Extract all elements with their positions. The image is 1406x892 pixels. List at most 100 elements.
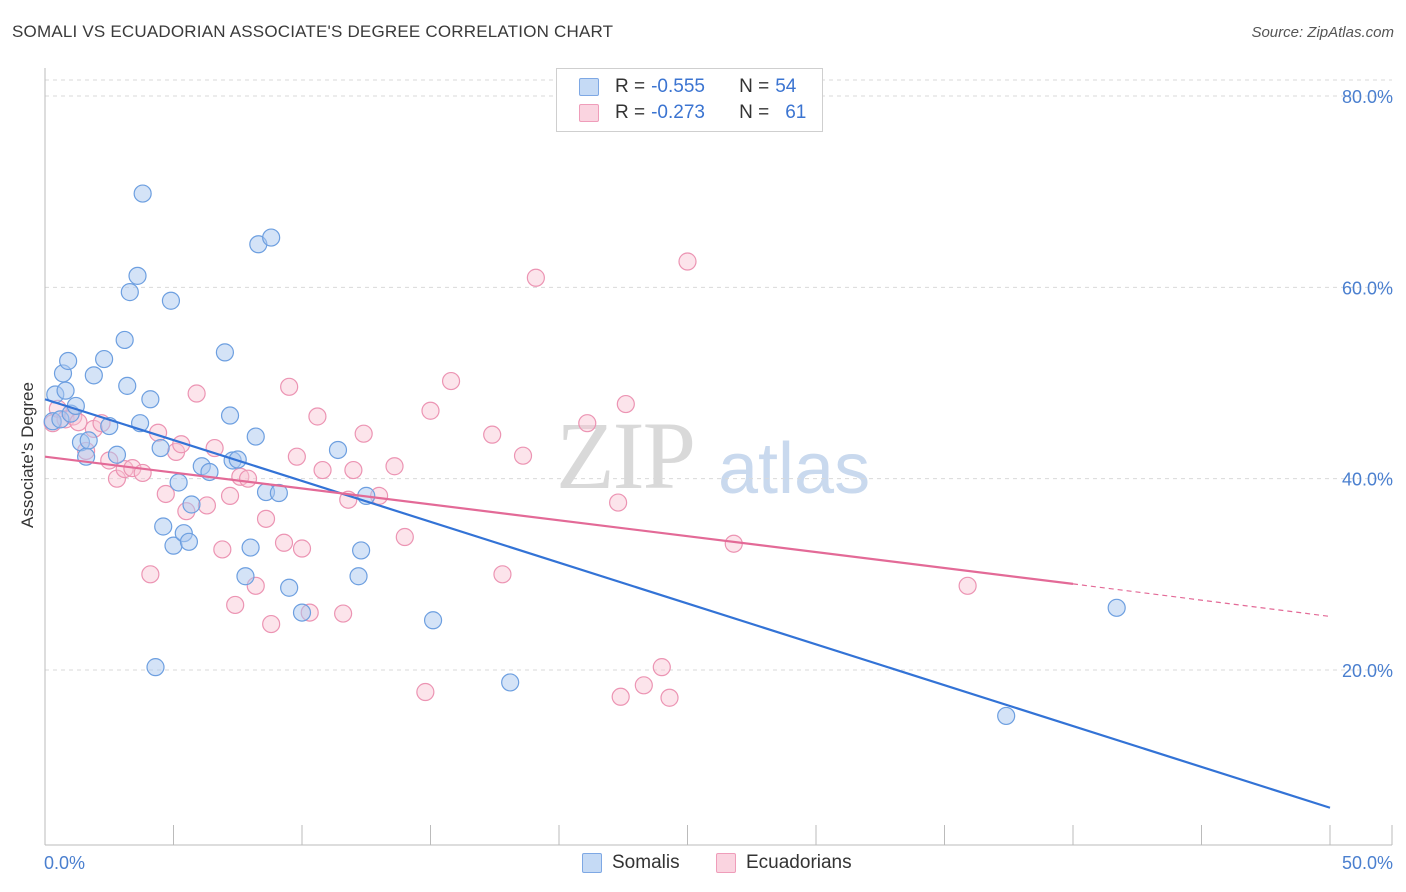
ecuadorians-point <box>213 540 232 559</box>
ecuadorians-point <box>280 377 299 396</box>
ecuadorians-point <box>611 687 630 706</box>
somalis-point <box>241 538 260 557</box>
series-legend: Somalis Ecuadorians <box>0 852 1406 878</box>
legend-label-ecuadorians: Ecuadorians <box>746 852 852 873</box>
somalis-point <box>95 349 114 369</box>
somalis-swatch <box>579 78 599 96</box>
ecuadorians-point <box>526 268 545 287</box>
ecuadorians-trend-extension <box>1072 583 1331 618</box>
y-tick-label: 80.0% <box>1342 87 1393 107</box>
y-tick-label: 60.0% <box>1342 278 1393 298</box>
ecuadorians-point <box>421 401 440 420</box>
ecuadorians-point <box>107 469 127 488</box>
somalis-point <box>84 366 103 385</box>
ecuadorians-point <box>616 394 635 414</box>
x-tick-label-max: 50.0% <box>1342 853 1393 873</box>
ecuadorians-point <box>609 493 628 512</box>
ecuadorians-point <box>256 509 276 528</box>
ecuadorians-point <box>660 688 679 707</box>
somalis-point <box>115 330 134 350</box>
ecuadorians-point <box>238 469 258 488</box>
ecuadorians-point <box>493 565 512 584</box>
correlation-legend: R = -0.555 N = 54 R = -0.273 N = 61 <box>556 68 823 132</box>
somalis-point <box>215 343 234 362</box>
trend-lines <box>44 398 1331 809</box>
ecuadorians-point <box>292 539 312 558</box>
x-tick-label-min: 0.0% <box>44 853 85 873</box>
somalis-point <box>246 427 265 446</box>
somalis-point <box>151 438 170 458</box>
ecuadorians-point <box>354 424 373 443</box>
legend-row-ecuadorians: R = -0.273 N = 61 <box>579 101 806 125</box>
somalis-points <box>43 184 1126 726</box>
ecuadorians-point <box>652 658 671 677</box>
ecuadorians-point <box>634 676 653 695</box>
somalis-point <box>328 440 348 460</box>
somalis-point <box>236 567 255 586</box>
ecuadorians-point <box>483 425 502 444</box>
somalis-point <box>352 541 371 560</box>
legend-item-ecuadorians[interactable]: Ecuadorians <box>716 852 852 874</box>
r-value: -0.273 <box>651 102 705 123</box>
somalis-swatch <box>582 853 602 873</box>
ecuadorians-point <box>513 446 533 465</box>
somalis-point <box>169 473 188 492</box>
ecuadorians-point <box>395 527 414 547</box>
ecuadorians-point <box>262 614 281 634</box>
ecuadorians-point <box>678 252 697 271</box>
ecuadorians-point <box>197 496 217 515</box>
y-tick-label: 20.0% <box>1342 661 1393 681</box>
ecuadorians-point <box>308 407 327 426</box>
ecuadorians-point <box>958 576 977 595</box>
ecuadorians-swatch <box>579 104 599 122</box>
ecuadorians-point <box>313 460 332 480</box>
somalis-point <box>179 532 199 551</box>
r-label: R = <box>615 102 646 123</box>
somalis-point <box>182 495 201 514</box>
ecuadorians-points <box>43 252 977 707</box>
n-label: N = <box>739 76 770 97</box>
somalis-point <box>146 658 165 677</box>
somalis-point <box>262 228 281 247</box>
r-label: R = <box>615 76 646 97</box>
somalis-point <box>118 376 137 395</box>
y-axis-label: Associate's Degree <box>18 382 37 528</box>
legend-item-somalis[interactable]: Somalis <box>582 852 680 874</box>
ecuadorians-point <box>287 447 306 466</box>
ecuadorians-point <box>334 604 353 623</box>
somalis-point <box>349 567 368 586</box>
ecuadorians-point <box>156 484 175 504</box>
legend-label-somalis: Somalis <box>612 852 680 873</box>
somalis-trend-line <box>44 398 1331 809</box>
ecuadorians-point <box>385 457 404 476</box>
somalis-point <box>120 283 139 302</box>
somalis-point <box>292 603 312 622</box>
source-credit: Source: ZipAtlas.com <box>1251 24 1394 41</box>
somalis-point <box>107 445 127 464</box>
ecuadorians-point <box>274 533 294 552</box>
somalis-point <box>220 406 240 425</box>
ecuadorians-point <box>441 371 461 391</box>
r-value: -0.555 <box>651 76 705 97</box>
watermark-atlas: atlas <box>718 429 871 509</box>
somalis-point <box>141 390 160 409</box>
axis-layer <box>44 68 1393 846</box>
ecuadorians-point <box>578 414 597 433</box>
somalis-point <box>280 578 299 597</box>
ecuadorians-point <box>344 460 363 480</box>
somalis-point <box>56 381 75 400</box>
somalis-point <box>154 517 173 536</box>
chart-title: SOMALI VS ECUADORIAN ASSOCIATE'S DEGREE … <box>12 22 614 41</box>
somalis-point <box>997 706 1016 726</box>
somalis-point <box>59 351 78 371</box>
somalis-point <box>79 431 98 450</box>
somalis-point <box>1107 598 1126 617</box>
somalis-point <box>128 266 147 285</box>
ecuadorians-point <box>187 384 206 403</box>
ecuadorians-swatch <box>716 853 736 873</box>
y-tick-label: 40.0% <box>1342 470 1393 490</box>
n-value: 54 <box>775 76 797 97</box>
somalis-point <box>133 184 152 203</box>
somalis-point <box>501 673 520 692</box>
